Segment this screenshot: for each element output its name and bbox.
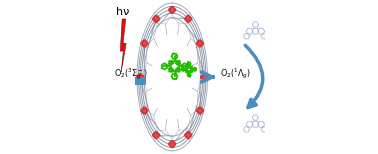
Circle shape (197, 109, 200, 112)
Circle shape (203, 73, 206, 77)
Circle shape (188, 17, 192, 20)
Circle shape (198, 40, 201, 43)
Circle shape (155, 135, 158, 139)
Circle shape (187, 134, 189, 136)
Circle shape (171, 9, 174, 11)
Circle shape (185, 17, 188, 20)
Circle shape (188, 134, 192, 137)
Circle shape (171, 143, 174, 145)
Circle shape (200, 42, 203, 45)
Circle shape (141, 42, 144, 45)
Circle shape (170, 141, 174, 144)
Circle shape (187, 19, 190, 22)
Text: hν: hν (116, 7, 129, 17)
Circle shape (170, 6, 174, 10)
Circle shape (156, 134, 160, 137)
Circle shape (169, 8, 172, 12)
Circle shape (143, 42, 146, 45)
Circle shape (197, 42, 200, 45)
Circle shape (187, 132, 190, 135)
Circle shape (153, 134, 156, 137)
Circle shape (137, 75, 140, 79)
Circle shape (172, 142, 176, 146)
Circle shape (155, 15, 158, 19)
Circle shape (143, 111, 146, 114)
Circle shape (170, 144, 174, 148)
FancyArrowPatch shape (245, 45, 263, 107)
Circle shape (139, 76, 141, 78)
Circle shape (155, 132, 158, 135)
Circle shape (185, 134, 188, 137)
Circle shape (204, 75, 208, 79)
Circle shape (203, 76, 206, 78)
Circle shape (187, 18, 189, 20)
Polygon shape (120, 19, 126, 72)
Text: O$_2$($^1\Lambda_g$): O$_2$($^1\Lambda_g$) (220, 67, 251, 81)
Circle shape (156, 17, 160, 20)
Circle shape (143, 109, 146, 112)
Circle shape (200, 109, 203, 112)
Circle shape (155, 134, 157, 136)
Circle shape (141, 109, 144, 112)
Circle shape (169, 142, 172, 146)
Circle shape (187, 135, 190, 139)
Circle shape (201, 75, 204, 79)
Circle shape (187, 15, 190, 19)
Circle shape (143, 40, 146, 43)
FancyBboxPatch shape (135, 77, 146, 85)
Circle shape (143, 107, 146, 110)
Circle shape (138, 77, 142, 81)
Circle shape (198, 111, 201, 114)
Circle shape (172, 8, 176, 12)
Circle shape (145, 109, 148, 112)
Circle shape (138, 73, 142, 77)
Circle shape (198, 107, 201, 110)
Circle shape (153, 17, 156, 20)
Circle shape (170, 10, 174, 13)
Text: O$_2$($^3\Sigma_g^-$): O$_2$($^3\Sigma_g^-$) (114, 66, 148, 82)
Circle shape (199, 42, 201, 45)
Circle shape (155, 19, 158, 22)
Circle shape (145, 42, 148, 45)
Circle shape (198, 44, 201, 47)
Circle shape (140, 75, 144, 79)
Circle shape (155, 18, 157, 20)
Circle shape (143, 44, 146, 47)
Circle shape (199, 109, 201, 112)
Circle shape (203, 77, 206, 81)
